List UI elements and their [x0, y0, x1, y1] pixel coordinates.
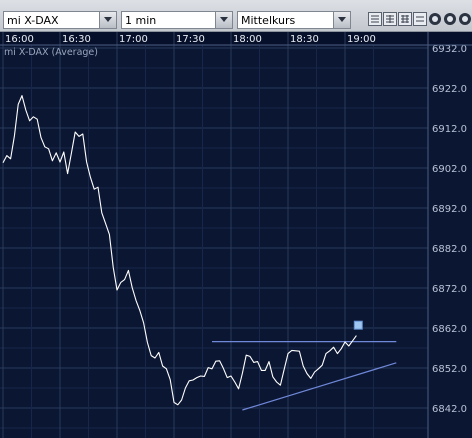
x-tick-label: 16:30 — [62, 34, 91, 45]
y-tick-label: 6902.0 — [432, 164, 467, 175]
grid-icon[interactable] — [383, 12, 397, 26]
interval-select[interactable]: 1 min — [121, 11, 233, 29]
chart-title: mi X-DAX (Average) — [4, 47, 98, 58]
interval-select-value: 1 min — [125, 14, 157, 27]
x-tick-label: 16:00 — [5, 34, 34, 45]
y-tick-label: 6842.0 — [432, 404, 467, 415]
x-tick-label: 17:30 — [176, 34, 205, 45]
toolbar: mi X-DAX 1 min Mittelkurs — [0, 0, 472, 32]
price-type-select[interactable]: Mittelkurs — [237, 11, 351, 29]
y-tick-label: 6912.0 — [432, 124, 467, 135]
price-axis-band — [428, 45, 472, 438]
y-tick-label: 6932.0 — [432, 44, 467, 55]
chevron-down-icon — [338, 17, 346, 22]
grid-icon[interactable] — [368, 12, 382, 26]
price-series-line — [2, 95, 357, 406]
instrument-select[interactable]: mi X-DAX — [3, 11, 117, 29]
y-tick-label: 6852.0 — [432, 364, 467, 375]
last-price-marker — [353, 320, 363, 330]
chart-canvas: 6932.0 6922.0 6912.0 6902.0 6892.0 6882.0 6872… — [0, 32, 472, 438]
grid-icon[interactable] — [413, 12, 427, 26]
target-icon[interactable] — [428, 12, 442, 26]
target-icon[interactable] — [443, 12, 457, 26]
y-tick-label: 6882.0 — [432, 244, 467, 255]
x-tick-label: 17:00 — [119, 34, 148, 45]
x-tick-label: 18:30 — [290, 34, 319, 45]
y-tick-label: 6922.0 — [432, 84, 467, 95]
x-tick-label: 19:00 — [347, 34, 376, 45]
x-tick-label: 18:00 — [233, 34, 262, 45]
price-chart[interactable]: 6932.0 6922.0 6912.0 6902.0 6892.0 6882.0 6872… — [0, 32, 472, 438]
y-tick-label: 6872.0 — [432, 284, 467, 295]
chevron-down-icon — [104, 17, 112, 22]
y-tick-label: 6862.0 — [432, 324, 467, 335]
price-type-select-value: Mittelkurs — [241, 14, 296, 27]
rising-trend-line — [242, 362, 397, 411]
grid-icon[interactable] — [398, 12, 412, 26]
target-icon[interactable] — [458, 12, 472, 26]
interval-dropdown-button[interactable] — [215, 12, 232, 28]
time-axis-band — [0, 32, 472, 45]
instrument-dropdown-button[interactable] — [99, 12, 116, 28]
y-tick-label: 6892.0 — [432, 204, 467, 215]
price-type-dropdown-button[interactable] — [333, 12, 350, 28]
chevron-down-icon — [220, 17, 228, 22]
instrument-select-value: mi X-DAX — [7, 14, 59, 27]
